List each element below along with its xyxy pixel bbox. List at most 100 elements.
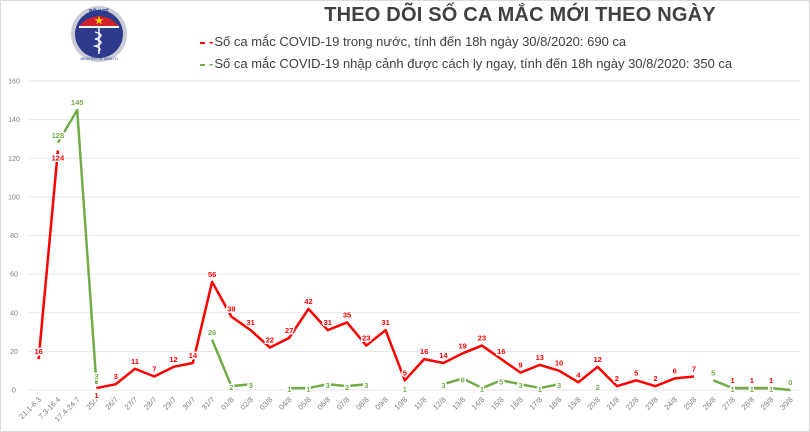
domestic-line [37,150,60,360]
imported-data-label: 3 [94,372,98,381]
domestic-data-label: 12 [593,355,601,364]
x-tick-label: 14/8 [470,395,487,412]
x-tick-label: 02/8 [238,395,255,412]
x-tick-label: 22/8 [624,395,641,412]
y-tick-label: 160 [8,79,20,86]
imported-data-label: 1 [287,385,291,394]
domestic-data-label: 27 [285,326,293,335]
imported-data-label: 5 [499,377,503,386]
x-tick-label: 21/8 [605,395,622,412]
domestic-data-label: 6 [673,366,677,375]
x-tick-label: 08/8 [354,395,371,412]
imported-data-label: 1 [769,385,773,394]
imported-data-label: 3 [557,381,561,390]
legend-red-marker: - [209,34,214,49]
imported-data-label: 2 [596,383,600,392]
domestic-data-label: 56 [208,270,216,279]
x-tick-label: 29/8 [759,395,776,412]
domestic-data-label: 31 [381,318,389,327]
chart-title: THEO DÕI SỐ CA MẮC MỚI THEO NGÀY [324,4,716,26]
imported-data-label: 3 [249,381,253,390]
x-tick-label: 27/8 [720,395,737,412]
imported-data-label: 2 [229,383,233,392]
x-tick-label: 23/8 [643,395,660,412]
domestic-data-label: 42 [304,297,312,306]
imported-data-label: 3 [441,381,445,390]
domestic-data-label: 1 [769,376,773,385]
domestic-data-label: 11 [131,357,139,366]
x-tick-label: 19/8 [566,395,583,412]
domestic-data-label: 13 [536,353,544,362]
ministry-of-health-logo: BỘ Y TẾ MINISTRY OF HEALTH [70,5,128,63]
domestic-data-label: 2 [653,374,657,383]
y-tick-label: 140 [8,117,20,124]
domestic-data-label: 16 [497,347,505,356]
x-tick-label: 18/8 [547,395,564,412]
imported-data-label: 1 [538,385,542,394]
domestic-data-label: 5 [403,368,407,377]
imported-line [443,377,560,390]
domestic-data-label: 22 [266,336,274,345]
imported-data-label: 1 [480,385,484,394]
imported-line [712,379,791,392]
domestic-data-label: 16 [420,347,428,356]
x-tick-label: 26/7 [103,395,120,412]
x-tick-label: 25/8 [682,395,699,412]
domestic-data-label: 9 [518,361,522,370]
imported-line [56,108,98,385]
legend-imported-text: Số ca mắc COVID-19 nhập cảnh được cách l… [214,56,733,71]
x-tick-label: 28/7 [142,395,159,412]
imported-data-label: 1 [730,385,734,394]
x-tick-label: 05/8 [296,395,313,412]
domestic-data-label: 1 [94,391,98,400]
x-tick-label: 29/7 [161,395,178,412]
y-tick-label: 80 [10,233,18,240]
domestic-data-label: 4 [576,370,581,379]
domestic-data-label: 1 [750,376,754,385]
y-tick-label: 100 [8,194,20,201]
imported-data-label: 26 [208,328,216,337]
x-tick-label: 30/8 [778,395,795,412]
x-tick-label: 16/8 [508,395,525,412]
x-tick-label: 15/8 [489,395,506,412]
domestic-data-label: 16 [34,347,42,356]
domestic-data-label: 38 [227,305,235,314]
domestic-data-label: 14 [439,351,448,360]
imported-line [210,339,251,388]
imported-data-label: 2 [345,383,349,392]
y-tick-label: 40 [10,310,18,317]
legend-imported: -Số ca mắc COVID-19 nhập cảnh được cách … [200,56,732,71]
caduceus-emblem-icon: BỘ Y TẾ MINISTRY OF HEALTH [71,6,127,62]
x-tick-label: 28/8 [740,395,757,412]
svg-text:MINISTRY OF HEALTH: MINISTRY OF HEALTH [81,57,118,61]
legend-domestic-text: Số ca mắc COVID-19 trong nước, tính đến … [214,34,627,49]
domestic-line [96,280,695,390]
domestic-data-label: 10 [555,359,563,368]
domestic-data-label: 19 [459,341,467,350]
domestic-data-label: 1 [730,376,734,385]
x-tick-label: 07/8 [335,395,352,412]
x-tick-label: 03/8 [258,395,275,412]
x-tick-label: 13/8 [450,395,467,412]
domestic-data-label: 7 [152,364,156,373]
x-tick-label: 04/8 [277,395,294,412]
x-tick-label: 31/7 [200,395,217,412]
domestic-data-label: 3 [114,372,118,381]
imported-data-label: 3 [326,381,330,390]
x-tick-label: 27/7 [123,395,140,412]
x-tick-label: 20/8 [585,395,602,412]
x-tick-label: 17/8 [528,395,545,412]
domestic-data-label: 23 [362,334,370,343]
legend-domestic: -Số ca mắc COVID-19 trong nước, tính đến… [200,34,626,49]
x-tick-label: 24/8 [662,395,679,412]
domestic-data-label: 5 [634,368,638,377]
domestic-data-label: 31 [246,318,254,327]
x-tick-label: 06/8 [315,395,332,412]
imported-data-label: 1 [306,385,310,394]
svg-text:BỘ Y TẾ: BỘ Y TẾ [89,7,109,15]
x-tick-label: 12/8 [431,395,448,412]
domestic-data-label: 23 [478,334,486,343]
imported-data-label: 1 [750,385,754,394]
x-tick-label: 11/8 [412,395,428,411]
